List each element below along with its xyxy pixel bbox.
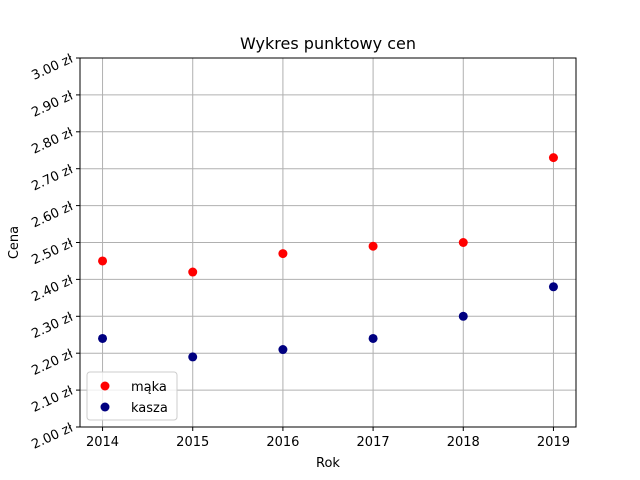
- x-tick-label: 2016: [266, 435, 299, 450]
- legend-box: [86, 371, 178, 421]
- y-tick-label: 2.90 zł: [30, 88, 76, 120]
- legend-label: kasza: [131, 401, 168, 416]
- y-tick-label: 2.00 zł: [30, 421, 76, 453]
- points-layer: [98, 153, 558, 362]
- y-tick-label: 2.40 zł: [30, 273, 76, 305]
- data-point-kasza: [98, 333, 108, 343]
- plot-frame: [79, 57, 577, 428]
- data-point-kasza: [278, 345, 288, 355]
- legend-marker: [100, 381, 110, 391]
- data-point-mąka: [548, 153, 558, 163]
- data-point-mąka: [188, 267, 198, 277]
- x-tick-label: 2015: [176, 435, 209, 450]
- data-point-mąka: [98, 256, 108, 266]
- x-tick-label: 2018: [447, 435, 480, 450]
- x-tick-label: 2019: [537, 435, 570, 450]
- y-tick-label: 3.00 zł: [30, 52, 76, 84]
- x-tick-label: 2017: [357, 435, 390, 450]
- x-axis-label: Rok: [316, 456, 340, 471]
- y-tick-label: 2.70 zł: [30, 162, 76, 194]
- y-tick-label: 2.80 zł: [30, 125, 76, 157]
- legend-marker: [100, 402, 110, 412]
- data-point-kasza: [458, 311, 468, 321]
- chart-title: Wykres punktowy cen: [240, 34, 416, 53]
- data-point-mąka: [368, 241, 378, 251]
- data-point-kasza: [188, 352, 198, 362]
- y-tick-label: 2.60 zł: [30, 199, 76, 231]
- y-tick-label: 2.50 zł: [30, 236, 76, 268]
- y-tick-label: 2.10 zł: [30, 384, 76, 416]
- legend: mąka kasza: [86, 371, 178, 421]
- data-point-kasza: [548, 282, 558, 292]
- x-tick-label: 2014: [86, 435, 119, 450]
- data-point-kasza: [368, 333, 378, 343]
- legend-label: mąka: [131, 380, 167, 395]
- data-point-mąka: [458, 238, 468, 247]
- y-tick-label: 2.20 zł: [30, 347, 76, 379]
- y-axis-label: Cena: [7, 226, 22, 259]
- y-tick-label: 2.30 zł: [30, 310, 76, 342]
- data-point-mąka: [278, 249, 288, 259]
